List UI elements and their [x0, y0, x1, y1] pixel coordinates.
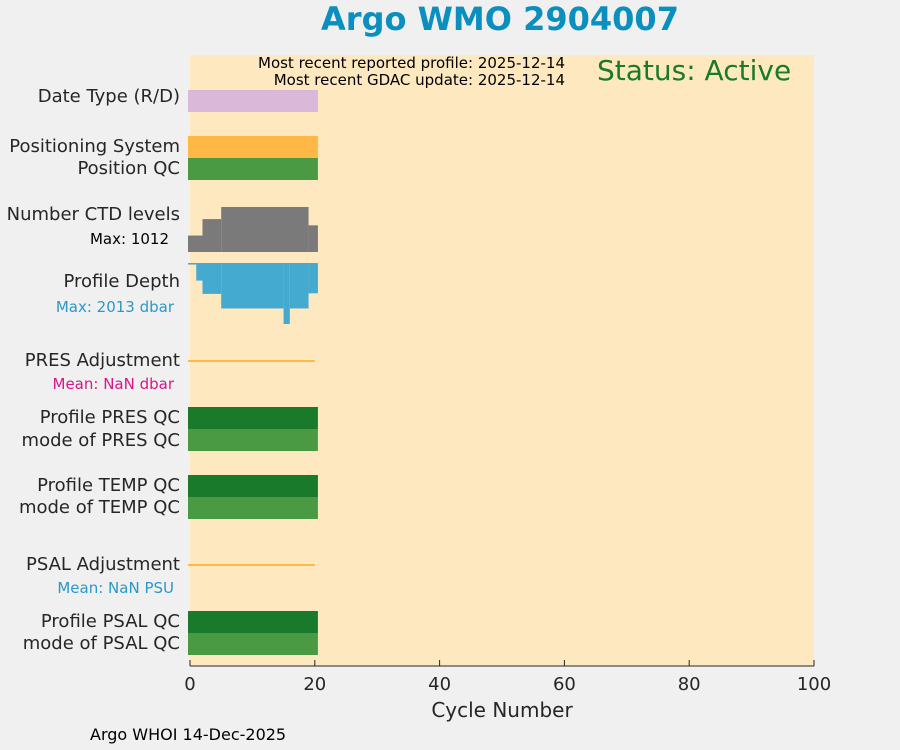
ctd-levels-bar — [188, 235, 203, 252]
label-mode-pres-qc: mode of PRES QC — [21, 430, 180, 451]
label-depth-max: Max: 2013 dbar — [55, 298, 174, 316]
profile-depth-bar — [221, 263, 284, 309]
profile-temp-qc-bar — [188, 475, 318, 497]
label-psal-adjustment: PSAL Adjustment — [25, 554, 180, 575]
date-type-bar — [188, 90, 318, 112]
label-profile-temp-qc: Profile TEMP QC — [37, 475, 180, 496]
label-mode-psal-qc: mode of PSAL QC — [22, 633, 180, 654]
label-pres-adjustment: PRES Adjustment — [24, 350, 180, 371]
ctd-levels-bar — [202, 219, 222, 252]
profile-depth-bar — [289, 263, 309, 309]
x-tick-label: 20 — [303, 674, 327, 695]
status-text: Status: Active — [597, 54, 792, 87]
x-tick-label: 40 — [428, 674, 452, 695]
position-qc-bar — [188, 158, 318, 180]
recent-gdac-text: Most recent GDAC update: 2025-12-14 — [273, 71, 565, 89]
recent-profile-text: Most recent reported profile: 2025-12-14 — [258, 54, 565, 72]
x-axis-label: Cycle Number — [431, 698, 573, 722]
mode-pres-qc-bar — [188, 429, 318, 451]
label-date-type: Date Type (R/D) — [37, 86, 180, 107]
profile-pres-qc-bar — [188, 407, 318, 429]
profile-depth-bar — [196, 263, 203, 281]
label-positioning: Positioning System — [9, 136, 180, 157]
label-profile-pres-qc: Profile PRES QC — [39, 407, 180, 428]
x-tick-label: 0 — [184, 674, 196, 695]
label-position-qc: Position QC — [77, 158, 180, 179]
positioning-system-bar — [188, 136, 318, 158]
label-psal-mean: Mean: NaN PSU — [57, 579, 174, 597]
x-tick-label: 60 — [552, 674, 576, 695]
label-profile-depth: Profile Depth — [63, 271, 180, 292]
label-profile-psal-qc: Profile PSAL QC — [40, 611, 180, 632]
label-mode-temp-qc: mode of TEMP QC — [18, 497, 180, 518]
profile-depth-bar — [283, 263, 290, 324]
mode-temp-qc-bar — [188, 497, 318, 519]
profile-depth-bar — [188, 263, 197, 265]
label-pres-mean: Mean: NaN dbar — [52, 375, 175, 393]
profile-depth-bar — [308, 263, 318, 294]
label-ctd-levels: Number CTD levels — [6, 204, 180, 225]
profile-depth-bar — [202, 263, 222, 294]
x-tick-label: 80 — [677, 674, 701, 695]
label-ctd-max: Max: 1012 — [89, 230, 169, 248]
chart-title: Argo WMO 2904007 — [321, 0, 679, 38]
x-tick-label: 100 — [796, 674, 832, 695]
profile-psal-qc-bar — [188, 611, 318, 633]
ctd-levels-bar — [308, 225, 318, 252]
footer-text: Argo WHOI 14-Dec-2025 — [90, 725, 287, 744]
mode-psal-qc-bar — [188, 633, 318, 655]
ctd-levels-bar — [221, 207, 309, 252]
